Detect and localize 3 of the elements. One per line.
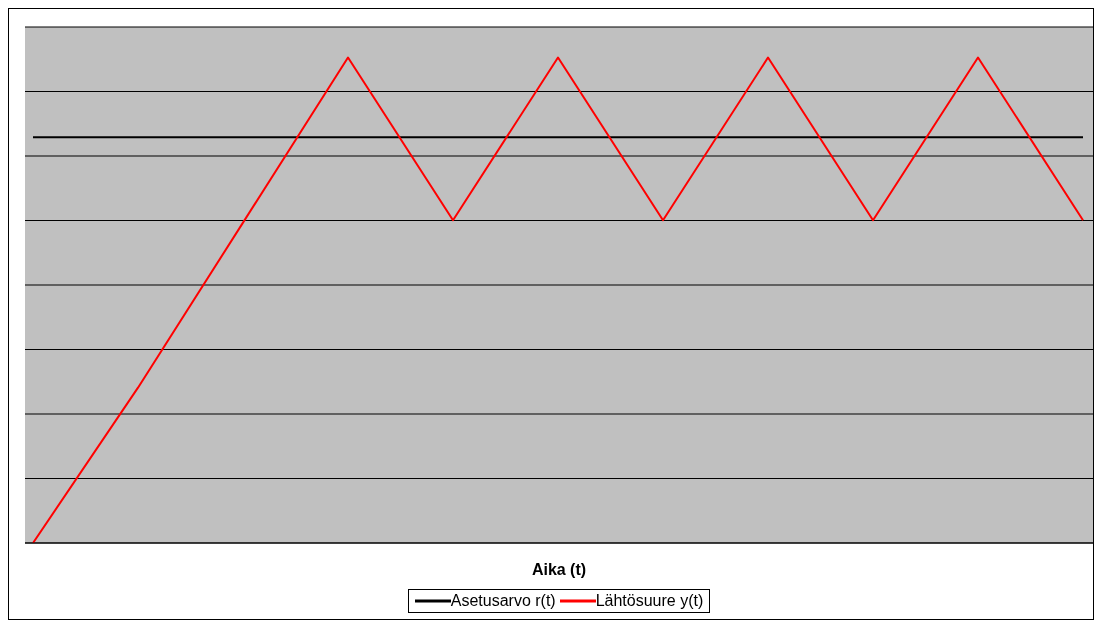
x-axis-title: Aika (t) [531, 561, 587, 578]
legend-label: Lähtösuure y(t) [595, 592, 704, 610]
legend-label: Asetusarvo r(t) [450, 592, 556, 610]
